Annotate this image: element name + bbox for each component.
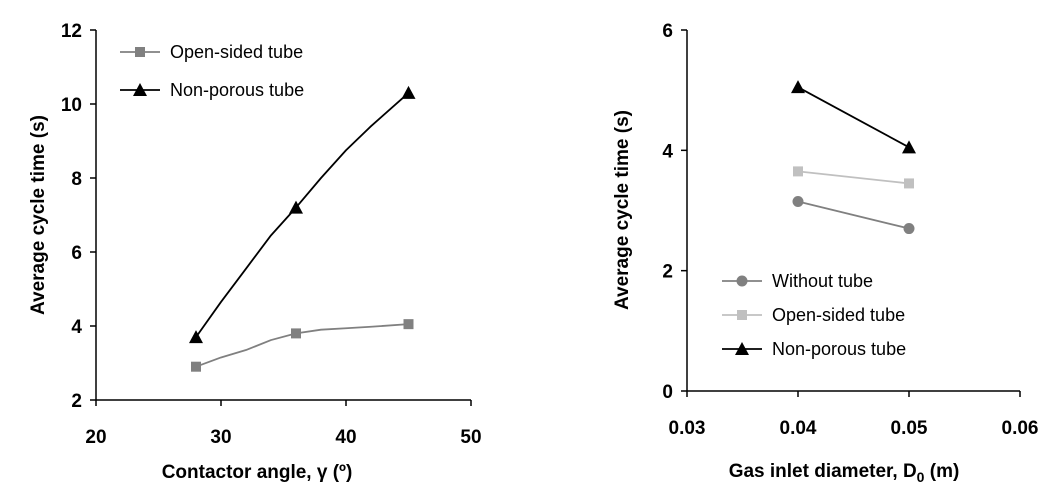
right-x-tick-label: 0.03: [669, 418, 706, 439]
left-legend-marker-open-sided-tube: [135, 47, 145, 57]
left-series-line-non-porous-tube: [195, 92, 410, 338]
right-y-tick-label: 4: [662, 141, 673, 162]
right-data-point-open-sided-tube: [793, 166, 803, 177]
left-legend-marker-non-porous-tube: [133, 83, 147, 96]
right-x-tick-label: 0.05: [891, 418, 928, 439]
right-legend-label-non-porous-tube: Non-porous tube: [772, 339, 906, 359]
left-series-line-open-sided-tube: [195, 323, 409, 368]
left-data-point-non-porous-tube: [189, 330, 203, 344]
left-legend-label-open-sided-tube: Open-sided tube: [170, 42, 303, 62]
left-y-tick-label: 12: [61, 21, 82, 42]
left-y-axis-title: Average cycle time (s): [28, 115, 49, 315]
right-legend-marker-non-porous-tube: [735, 342, 749, 355]
right-data-point-non-porous-tube: [902, 140, 916, 154]
left-y-tick-label: 2: [71, 391, 82, 412]
right-data-point-non-porous-tube: [791, 80, 805, 94]
right-x-axis-title-subscript: 0: [917, 469, 925, 485]
right-x-tick-label: 0.06: [1002, 418, 1039, 439]
left-y-tick-label: 8: [71, 169, 82, 190]
right-data-point-open-sided-tube: [904, 178, 914, 189]
left-y-tick-label: 6: [71, 243, 82, 264]
left-y-tick-label: 10: [61, 95, 82, 116]
left-x-tick-label: 40: [335, 427, 356, 448]
right-x-axis-title: Gas inlet diameter, D0 (m): [729, 461, 960, 485]
right-data-point-without-tube: [903, 223, 915, 235]
left-data-point-open-sided-tube: [403, 319, 414, 330]
left-x-axis-title: Contactor angle, γ (º): [162, 462, 353, 483]
left-data-point-open-sided-tube: [191, 361, 201, 372]
left-legend-label-non-porous-tube: Non-porous tube: [170, 80, 304, 100]
right-y-tick-label: 2: [662, 262, 673, 283]
right-legend-marker-without-tube: [736, 275, 748, 287]
left-chart: Average cycle time (s) Contactor angle, …: [28, 21, 482, 483]
right-x-axis-title-main: Gas inlet diameter, D: [729, 461, 917, 482]
right-legend: Without tube Open-sided tube Non-porous tu…: [722, 271, 906, 359]
right-legend-marker-open-sided-tube: [737, 310, 747, 320]
left-data-point-open-sided-tube: [291, 328, 301, 339]
right-chart: Average cycle time (s) Gas inlet diamete…: [612, 21, 1038, 485]
left-legend: Open-sided tube Non-porous tube: [120, 42, 304, 100]
left-x-tick-label: 20: [85, 427, 106, 448]
right-x-axis-title-unit: (m): [924, 461, 959, 482]
left-data-point-non-porous-tube: [289, 200, 303, 214]
right-y-axis-title: Average cycle time (s): [612, 110, 633, 310]
left-y-tick-label: 4: [71, 317, 82, 338]
right-x-tick-label: 0.04: [780, 418, 817, 439]
right-data-point-without-tube: [792, 195, 804, 207]
right-y-tick-label: 0: [662, 382, 673, 403]
left-x-tick-label: 50: [460, 427, 481, 448]
left-data-point-non-porous-tube: [401, 85, 416, 99]
right-y-tick-label: 6: [662, 21, 673, 42]
right-series-line-open-sided-tube: [797, 170, 910, 185]
right-legend-label-open-sided-tube: Open-sided tube: [772, 305, 905, 325]
right-series-line-without-tube: [797, 200, 910, 230]
right-series-line-non-porous-tube: [797, 86, 910, 149]
left-x-tick-label: 30: [210, 427, 231, 448]
right-legend-label-without-tube: Without tube: [772, 271, 873, 291]
